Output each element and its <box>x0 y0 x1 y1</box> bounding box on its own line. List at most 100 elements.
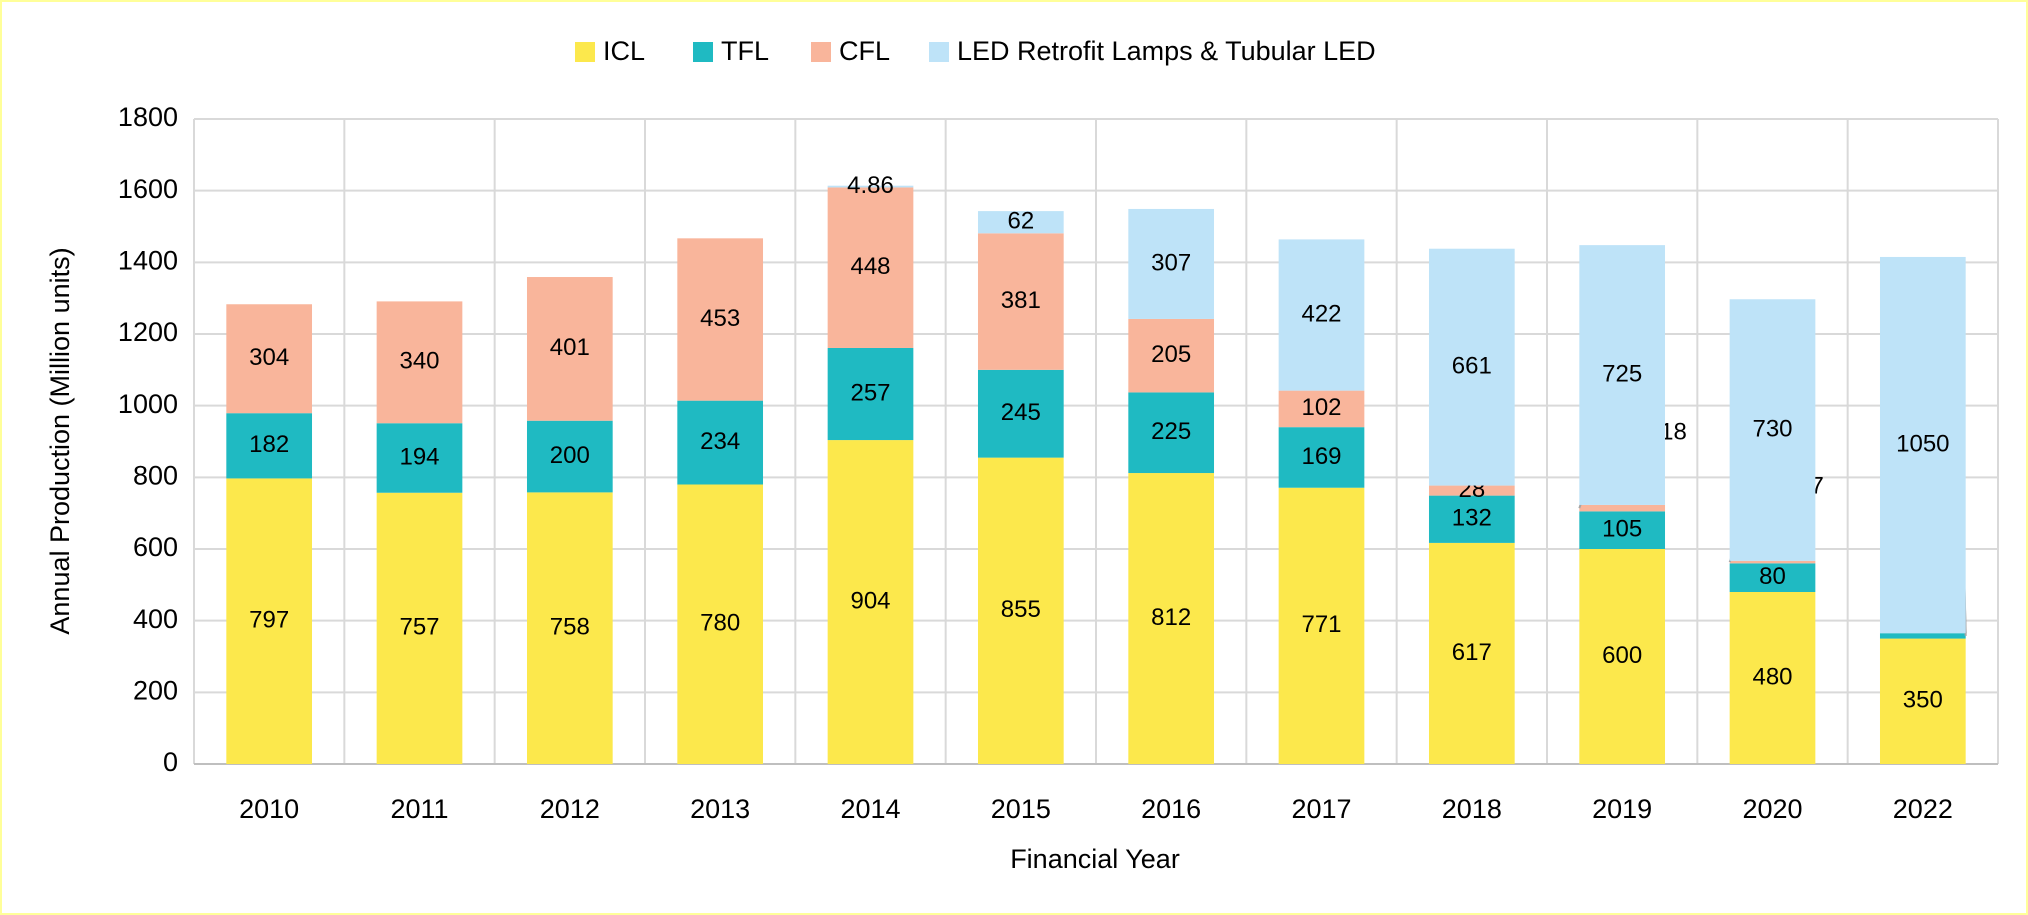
bar-segment <box>1128 208 1215 319</box>
data-label: 381 <box>1001 287 1041 314</box>
data-label: 600 <box>1602 642 1642 669</box>
data-label: 771 <box>1301 611 1341 638</box>
y-tick-label: 1800 <box>118 102 178 132</box>
bar-segment <box>1128 392 1215 474</box>
y-tick-label: 0 <box>163 747 178 777</box>
data-label: 205 <box>1151 341 1191 368</box>
data-label: 169 <box>1301 443 1341 470</box>
bar-segment <box>677 484 764 764</box>
legend: ICL TFL CFL LED Retrofit Lamps & Tubular LE… <box>575 36 1376 66</box>
data-label: 194 <box>399 443 439 470</box>
data-label: 904 <box>850 587 890 614</box>
data-label: 730 <box>1752 415 1792 442</box>
bar-segment <box>1879 633 1966 639</box>
bar-segment <box>677 400 764 485</box>
bar-segment <box>1278 239 1365 391</box>
bar-segment <box>977 457 1064 764</box>
data-label: 340 <box>399 348 439 375</box>
data-label: 855 <box>1001 596 1041 623</box>
legend-label: CFL <box>839 36 890 66</box>
legend-swatch <box>693 42 713 62</box>
y-tick-label: 1400 <box>118 245 178 275</box>
bar-segment <box>1278 390 1365 428</box>
data-label: 307 <box>1151 249 1191 276</box>
bar-segment <box>526 492 613 764</box>
bar-segment <box>1428 248 1515 486</box>
data-label: 182 <box>249 431 289 458</box>
bar-segment <box>1428 485 1515 496</box>
data-label: 80 <box>1759 563 1786 590</box>
bar-segment <box>977 369 1064 458</box>
bar-segment <box>1729 563 1816 592</box>
y-tick-label: 400 <box>133 604 178 634</box>
legend-swatch <box>811 42 831 62</box>
x-tick-label: 2014 <box>840 794 900 824</box>
y-tick-label: 1000 <box>118 389 178 419</box>
data-label: 105 <box>1602 516 1642 543</box>
bar-segment <box>226 478 313 764</box>
y-tick-label: 200 <box>133 675 178 705</box>
x-tick-label: 2012 <box>540 794 600 824</box>
data-label: 448 <box>850 253 890 280</box>
data-label: 62 <box>1007 208 1034 235</box>
data-label: 102 <box>1301 394 1341 421</box>
x-tick-label: 2019 <box>1592 794 1652 824</box>
bar-segment <box>1729 560 1816 564</box>
bar-segment <box>1428 495 1515 543</box>
bar-segment <box>1278 487 1365 764</box>
data-label: 4.86 <box>847 172 894 199</box>
data-label: 780 <box>700 610 740 637</box>
x-tick-label: 2022 <box>1893 794 1953 824</box>
bar-segment <box>1879 638 1966 764</box>
bar-segment <box>827 440 914 764</box>
x-tick-label: 2020 <box>1742 794 1802 824</box>
bar-segment <box>1729 592 1816 764</box>
bar-segment <box>526 420 613 493</box>
bar-segment <box>827 185 914 188</box>
y-axis-title: Annual Production (Million units) <box>45 247 75 634</box>
bar-segment <box>376 492 463 764</box>
data-label: 1050 <box>1896 430 1949 457</box>
bar-segment <box>977 211 1064 234</box>
bar-segment <box>1879 256 1966 634</box>
data-label: 401 <box>550 334 590 361</box>
data-label: 350 <box>1903 687 1943 714</box>
bar-segment <box>376 423 463 493</box>
bar-segment <box>526 277 613 421</box>
bar-segment <box>376 301 463 424</box>
bar-segment <box>1579 511 1666 549</box>
bar-segment <box>677 238 764 401</box>
bar-segment <box>1579 504 1666 512</box>
bar-segment <box>1128 473 1215 764</box>
x-tick-label: 2013 <box>690 794 750 824</box>
data-label: 132 <box>1452 505 1492 532</box>
data-label: 757 <box>399 614 439 641</box>
data-label: 617 <box>1452 639 1492 666</box>
data-label: 234 <box>700 428 740 455</box>
legend-swatch <box>929 42 949 62</box>
data-label: 758 <box>550 614 590 641</box>
bar-segment <box>827 187 914 348</box>
bar-segment <box>1579 245 1666 505</box>
data-label: 245 <box>1001 399 1041 426</box>
bar-segment <box>1278 427 1365 488</box>
x-tick-label: 2017 <box>1291 794 1351 824</box>
data-label: 453 <box>700 305 740 332</box>
legend-label: TFL <box>721 36 769 66</box>
data-label: 725 <box>1602 360 1642 387</box>
x-tick-label: 2018 <box>1442 794 1502 824</box>
bar-segment <box>1579 549 1666 764</box>
x-tick-label: 2015 <box>991 794 1051 824</box>
data-label: 200 <box>550 442 590 469</box>
bar-segment <box>977 233 1064 370</box>
data-label: 480 <box>1752 663 1792 690</box>
x-axis-title: Financial Year <box>1010 844 1180 874</box>
x-tick-label: 2010 <box>239 794 299 824</box>
data-label: 661 <box>1452 352 1492 379</box>
data-label: 225 <box>1151 418 1191 445</box>
y-tick-label: 600 <box>133 532 178 562</box>
data-label: 812 <box>1151 604 1191 631</box>
data-label: 304 <box>249 344 289 371</box>
bar-segment <box>226 304 313 414</box>
